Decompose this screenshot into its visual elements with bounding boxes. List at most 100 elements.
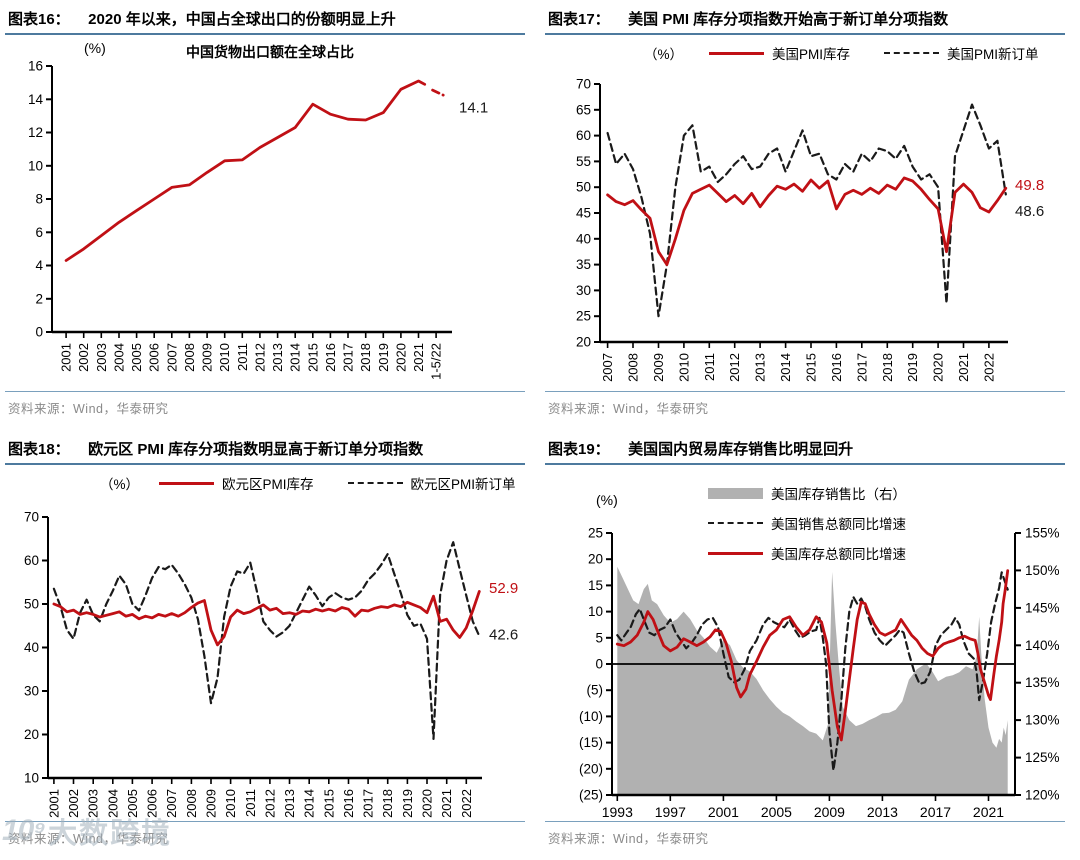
svg-text:15: 15 bbox=[588, 578, 603, 593]
svg-text:2019: 2019 bbox=[376, 343, 391, 372]
watermark: 10⁹ 大数跨境 bbox=[2, 810, 172, 852]
svg-text:5: 5 bbox=[595, 630, 603, 645]
chart-19-legend: 美国库存销售比（右） 美国销售总额同比增速 美国库存总额同比增速 bbox=[708, 478, 906, 568]
chart-18-title-divider bbox=[5, 463, 525, 465]
svg-text:2010: 2010 bbox=[217, 343, 232, 372]
svg-text:(20): (20) bbox=[579, 761, 603, 776]
svg-text:14: 14 bbox=[28, 92, 44, 107]
svg-text:40: 40 bbox=[24, 640, 39, 655]
svg-text:2008: 2008 bbox=[184, 789, 199, 818]
chart-17-canvas: 20 25 30 35 40 45 50 55 60 65 70 2007 2008 2009 2010 20… bbox=[540, 0, 1080, 430]
svg-text:2011: 2011 bbox=[702, 353, 717, 381]
svg-text:2011: 2011 bbox=[243, 789, 258, 817]
red-line-swatch bbox=[709, 51, 765, 55]
legend-label: 欧元区PMI库存 bbox=[222, 477, 314, 492]
svg-text:120%: 120% bbox=[1025, 788, 1060, 803]
svg-text:2014: 2014 bbox=[288, 343, 303, 372]
svg-text:2009: 2009 bbox=[200, 343, 215, 372]
svg-text:70: 70 bbox=[24, 510, 39, 525]
svg-text:55: 55 bbox=[576, 154, 591, 169]
svg-text:2017: 2017 bbox=[341, 343, 356, 372]
gray-area-swatch bbox=[708, 487, 763, 499]
legend-label: 美国PMI新订单 bbox=[947, 47, 1039, 62]
legend-item-euro-pmi-neworders: 欧元区PMI新订单 bbox=[347, 473, 516, 493]
svg-text:2009: 2009 bbox=[651, 353, 666, 382]
svg-text:10: 10 bbox=[588, 604, 603, 619]
chart-17-source-divider bbox=[545, 391, 1065, 392]
svg-text:130%: 130% bbox=[1025, 713, 1060, 728]
svg-text:1993: 1993 bbox=[602, 804, 633, 820]
svg-text:2015: 2015 bbox=[305, 343, 320, 372]
svg-text:2022: 2022 bbox=[981, 353, 996, 382]
svg-text:2004: 2004 bbox=[105, 789, 120, 818]
svg-text:2017: 2017 bbox=[361, 789, 376, 818]
svg-text:50: 50 bbox=[24, 597, 39, 612]
svg-text:2014: 2014 bbox=[302, 789, 317, 818]
svg-text:0: 0 bbox=[595, 657, 603, 672]
legend-label: 美国库存总额同比增速 bbox=[771, 547, 906, 562]
chart-18-title: 欧元区 PMI 库存分项指数明显高于新订单分项指数 bbox=[88, 441, 424, 458]
svg-text:60: 60 bbox=[24, 553, 39, 568]
svg-text:135%: 135% bbox=[1025, 675, 1060, 690]
chart-16-source-divider bbox=[5, 391, 525, 392]
svg-text:2013: 2013 bbox=[753, 353, 768, 382]
svg-text:2004: 2004 bbox=[112, 343, 127, 372]
svg-text:2005: 2005 bbox=[129, 343, 144, 372]
svg-text:10: 10 bbox=[28, 158, 43, 173]
svg-text:2016: 2016 bbox=[341, 789, 356, 818]
svg-text:48.6: 48.6 bbox=[1015, 203, 1044, 220]
svg-text:6: 6 bbox=[35, 225, 43, 240]
black-dash-swatch bbox=[708, 522, 763, 524]
svg-text:155%: 155% bbox=[1025, 526, 1060, 541]
chart-16-subtitle: 中国货物出口额在全球占比 bbox=[186, 44, 354, 60]
svg-text:2013: 2013 bbox=[867, 804, 898, 820]
chart-18-label: 图表18： bbox=[8, 441, 70, 458]
svg-text:20: 20 bbox=[24, 727, 39, 742]
svg-text:145%: 145% bbox=[1025, 600, 1060, 615]
chart-16-unit-label: (%) bbox=[84, 40, 106, 56]
panel-chart-16: 图表16： 2020 年以来，中国占全球出口的份额明显上升 (%) 中国货物出口… bbox=[0, 0, 540, 430]
svg-text:2012: 2012 bbox=[727, 353, 742, 382]
legend-item-inventory-sales-ratio: 美国库存销售比（右） bbox=[708, 478, 906, 508]
svg-text:52.9: 52.9 bbox=[489, 580, 518, 597]
red-line-swatch bbox=[708, 551, 763, 555]
legend-label: 美国销售总额同比增速 bbox=[771, 517, 906, 532]
svg-text:2010: 2010 bbox=[223, 789, 238, 818]
svg-text:2009: 2009 bbox=[204, 789, 219, 818]
svg-text:2021: 2021 bbox=[439, 789, 454, 818]
svg-text:2019: 2019 bbox=[400, 789, 415, 818]
legend-item-sales-growth: 美国销售总额同比增速 bbox=[708, 508, 906, 538]
svg-text:2002: 2002 bbox=[66, 789, 81, 818]
svg-text:2015: 2015 bbox=[321, 789, 336, 818]
chart-18-canvas: 10 20 30 40 50 60 70 2001 2002 2003 2004 2005 2006 20… bbox=[0, 430, 540, 860]
chart-16-title: 2020 年以来，中国占全球出口的份额明显上升 bbox=[88, 11, 396, 28]
svg-text:(10): (10) bbox=[579, 709, 603, 724]
svg-text:2020: 2020 bbox=[931, 353, 946, 382]
svg-text:2018: 2018 bbox=[880, 353, 895, 382]
svg-text:2019: 2019 bbox=[905, 353, 920, 382]
legend-label: 美国PMI库存 bbox=[772, 47, 851, 62]
svg-text:2016: 2016 bbox=[323, 343, 338, 372]
svg-text:8: 8 bbox=[35, 192, 43, 207]
svg-text:2013: 2013 bbox=[282, 789, 297, 818]
svg-text:2022: 2022 bbox=[459, 789, 474, 818]
svg-text:16: 16 bbox=[28, 59, 43, 74]
chart-19-source-divider bbox=[545, 821, 1065, 822]
svg-text:(5): (5) bbox=[587, 683, 604, 698]
svg-text:2003: 2003 bbox=[86, 789, 101, 818]
svg-text:2007: 2007 bbox=[164, 343, 179, 372]
svg-text:150%: 150% bbox=[1025, 563, 1060, 578]
svg-text:2008: 2008 bbox=[626, 353, 641, 382]
svg-text:4: 4 bbox=[35, 258, 43, 273]
svg-text:2002: 2002 bbox=[76, 343, 91, 372]
svg-text:10: 10 bbox=[24, 771, 39, 786]
panel-chart-19: 图表19： 美国国内贸易库存销售比明显回升 (%) 美国库存销售比（右） 美国销… bbox=[540, 430, 1080, 860]
svg-text:0: 0 bbox=[35, 325, 43, 340]
watermark-brand-text: 大数跨境 bbox=[48, 818, 173, 850]
chart-17-label: 图表17： bbox=[548, 11, 610, 28]
chart-18-legend: （%） 欧元区PMI库存 欧元区PMI新订单 bbox=[0, 470, 540, 496]
legend-label: 美国库存销售比（右） bbox=[771, 487, 906, 502]
svg-text:2016: 2016 bbox=[829, 353, 844, 382]
svg-text:14.1: 14.1 bbox=[459, 100, 488, 117]
svg-text:140%: 140% bbox=[1025, 638, 1060, 653]
